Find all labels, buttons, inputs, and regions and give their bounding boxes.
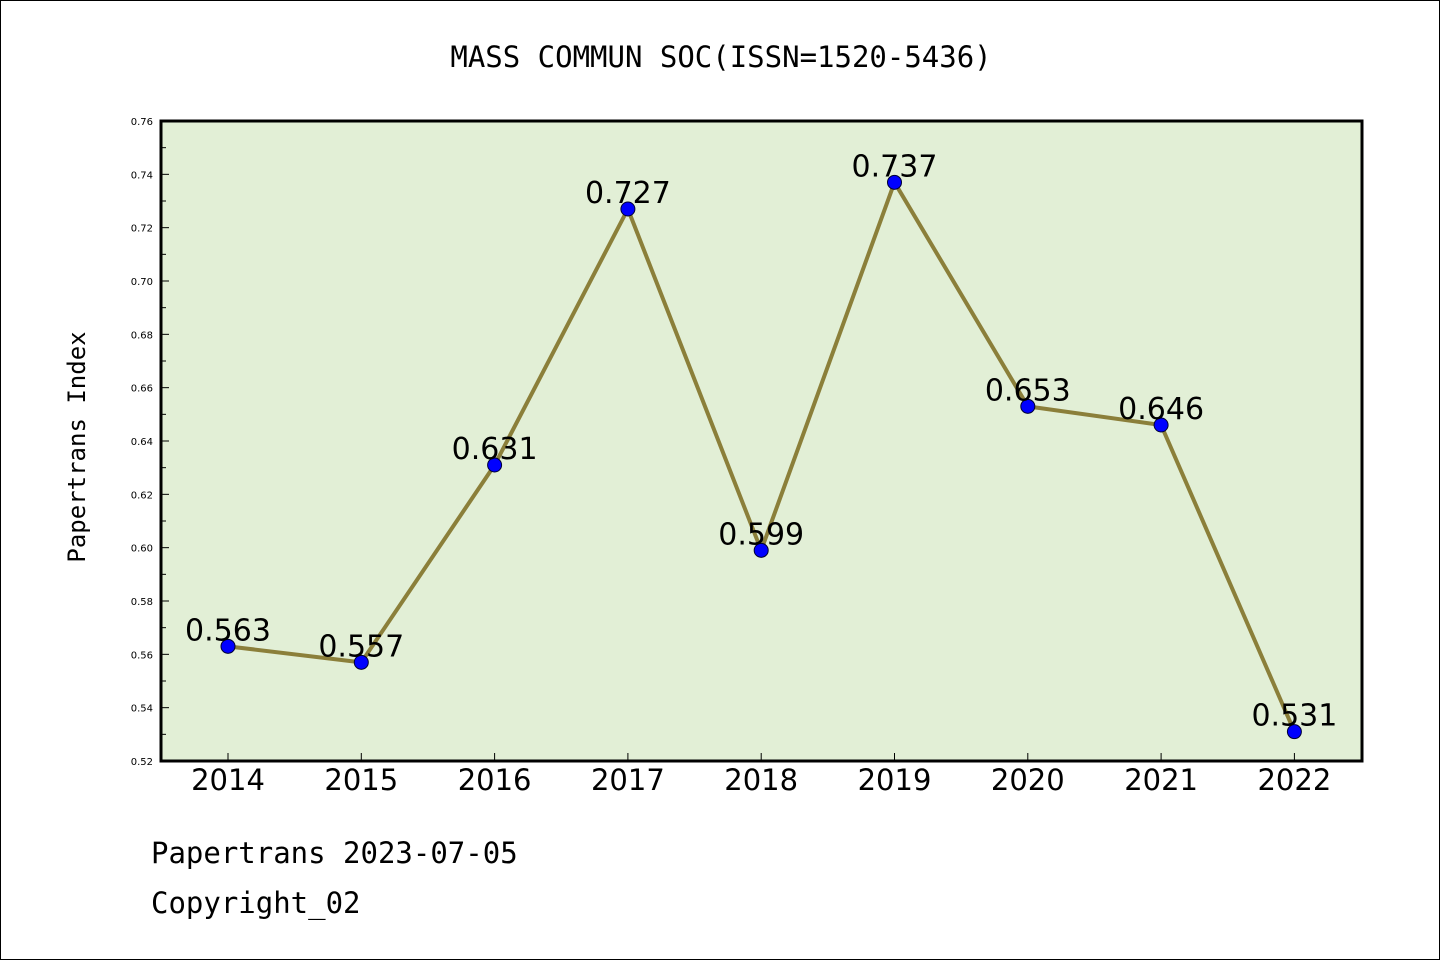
data-point [1020, 398, 1036, 414]
x-tick-label: 2018 [724, 763, 798, 797]
data-label: 0.557 [318, 629, 404, 664]
data-label: 0.563 [185, 613, 271, 648]
plot-border [159, 119, 1364, 763]
y-tick-label: 0.74 [131, 170, 153, 181]
y-tick-label: 0.76 [131, 117, 153, 128]
data-point [887, 174, 902, 190]
y-tick-label: 0.58 [131, 597, 153, 608]
y-tick-label: 0.60 [131, 544, 153, 555]
y-tick-label: 0.52 [131, 757, 153, 768]
y-tick-label: 0.62 [131, 490, 153, 501]
data-label: 0.531 [1251, 699, 1337, 734]
y-tick-label: 0.68 [131, 330, 153, 341]
chart-title: MASS COMMUN SOC(ISSN=1520-5436) [450, 40, 991, 74]
y-tick-label: 0.54 [131, 704, 153, 715]
x-tick-label: 2014 [191, 763, 265, 797]
x-axis: 2014 2015 2016 2017 2018 2019 2020 2021 2022 [191, 753, 1331, 797]
series-layer: 0.563 0.557 0.631 0.727 0.599 0.737 0.653 0.646… [185, 149, 1337, 740]
y-tick-label: 0.64 [131, 437, 153, 448]
x-tick-label: 2015 [324, 763, 398, 797]
data-label: 0.631 [452, 432, 538, 467]
x-tick-label: 2021 [1124, 763, 1198, 797]
x-tick-label: 2016 [458, 763, 532, 797]
data-point [353, 654, 369, 670]
data-label: 0.646 [1118, 392, 1204, 427]
x-tick-label: 2020 [991, 763, 1065, 797]
data-point [487, 457, 503, 473]
x-tick-label: 2022 [1257, 763, 1331, 797]
data-point [220, 638, 236, 654]
y-tick-label: 0.72 [131, 224, 153, 235]
data-point [1153, 417, 1169, 433]
footer-copyright: Copyright_02 [151, 886, 361, 920]
y-tick-label: 0.66 [131, 384, 153, 395]
footer-date: Papertrans 2023-07-05 [151, 836, 518, 870]
y-axis: 0.52 0.54 0.56 0.58 0.60 0.62 0.64 0.66 0.68 0.70… [131, 117, 169, 768]
plot-area [161, 121, 1362, 761]
data-label: 0.599 [718, 517, 804, 552]
data-label: 0.727 [585, 176, 671, 211]
x-tick-label: 2017 [591, 763, 665, 797]
x-tick-label: 2019 [858, 763, 932, 797]
y-axis-label: Papertrans Index [63, 331, 91, 562]
y-tick-label: 0.56 [131, 650, 153, 661]
data-point [753, 542, 769, 558]
data-point [620, 201, 636, 217]
data-point [1286, 724, 1302, 740]
data-label: 0.737 [852, 149, 938, 184]
y-tick-label: 0.70 [131, 277, 153, 288]
data-label: 0.653 [985, 373, 1071, 408]
